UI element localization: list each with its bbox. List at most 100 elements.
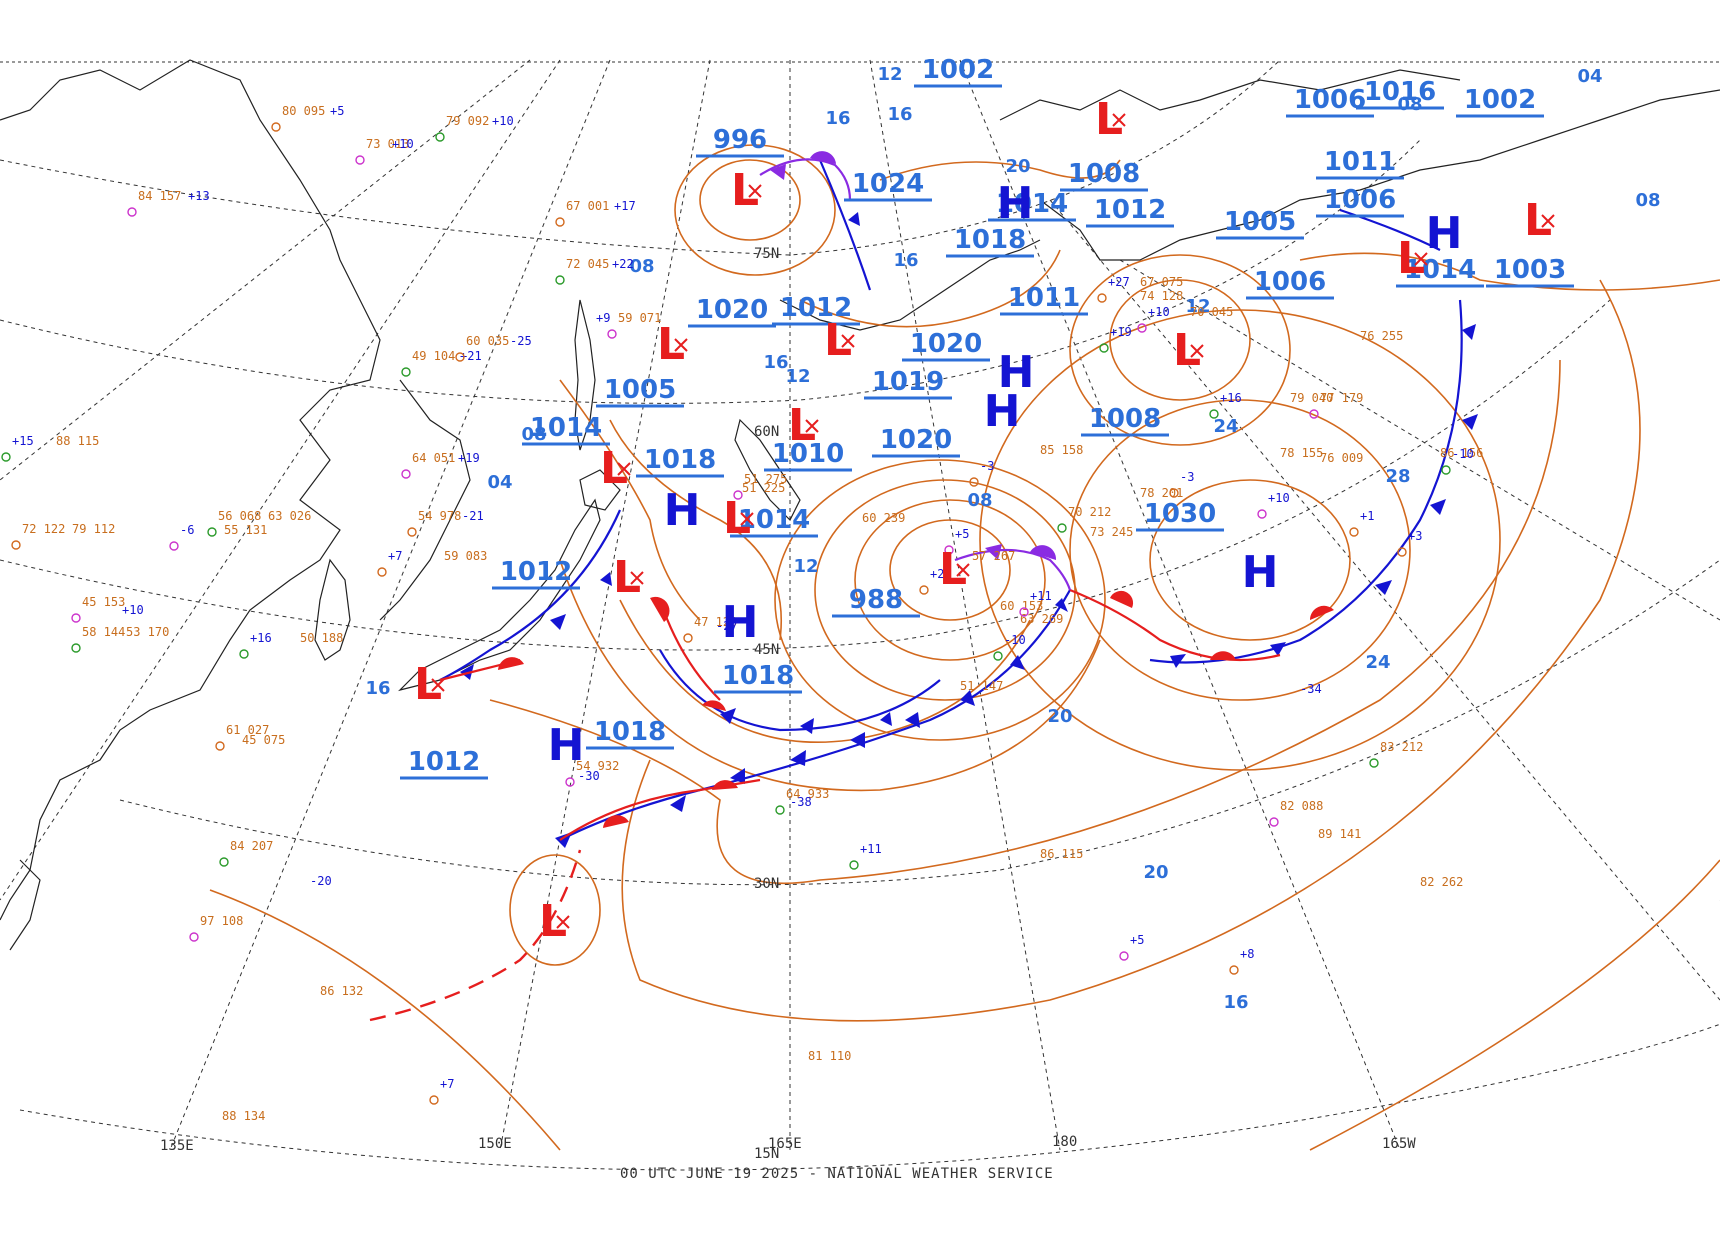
cold-barb (1055, 598, 1068, 612)
coast-korea (314, 558, 351, 661)
station-value: 72 045 (566, 257, 609, 271)
lon-line-150e (499, 59, 711, 1151)
isobar-label: 1018 (946, 225, 1034, 258)
lon-label-180: 180 (1052, 1134, 1077, 1150)
high-pressure-center: H (1242, 547, 1279, 598)
station-value: +22 (612, 257, 634, 271)
isobar-value: 1018 (594, 717, 666, 747)
coast-hokkaido (579, 469, 621, 511)
occluded-fronts (759, 158, 1072, 591)
cold-barb (1430, 499, 1446, 515)
high-pressure-center: H (1426, 208, 1463, 259)
station-circle (455, 352, 465, 362)
lon-line-135e (169, 59, 611, 1151)
station-value: 84 207 (230, 839, 273, 853)
isobar-label: 1020 (902, 329, 990, 362)
isobar-short-label: 12 (785, 366, 810, 387)
isobar-value: 1008 (1089, 404, 1161, 434)
station-circle (1097, 293, 1107, 303)
station-value: 59 071 (618, 311, 661, 325)
isobar-north-1 (799, 249, 1061, 328)
station-circle (1369, 758, 1379, 768)
warm-bump (603, 815, 629, 828)
station-value: 85 158 (1040, 443, 1083, 457)
cold-barb (800, 718, 814, 734)
station-plots: 84 207 -20 97 108 86 132 +7 88 134 +11 86 115 +5… (1, 104, 1483, 1123)
station-circle (401, 367, 411, 377)
station-circle (683, 633, 693, 643)
station-value: 54 978 (418, 509, 461, 523)
isobar-north-3 (1299, 252, 1720, 291)
station-circle (1169, 488, 1179, 498)
isobar-south-1 (489, 359, 1561, 885)
station-value: -34 (1300, 682, 1322, 696)
isobar-label: 1006 (1316, 185, 1404, 218)
cold-barb (1462, 414, 1478, 430)
station-circle (435, 132, 445, 142)
low-pressure-center: L (731, 165, 762, 216)
isobar-high-1026 (1069, 399, 1411, 701)
low-pressure-center: L (723, 493, 754, 544)
isobar-label: 1008 (1081, 404, 1169, 437)
station-value: 63 269 (1020, 612, 1063, 626)
warm-bump (1110, 590, 1134, 608)
station-circle (429, 1095, 439, 1105)
high-pressure-center: H (548, 720, 585, 771)
station-value: 86 132 (320, 984, 363, 998)
low-center-mark (431, 678, 445, 692)
isobar-south-2 (621, 279, 1641, 1022)
isobar-short-label: 12 (1185, 296, 1210, 317)
station-circle (1137, 323, 1147, 333)
station-value: 76 255 (1360, 329, 1403, 343)
isobar-label: 1012 (492, 557, 580, 590)
isobar-value: 1006 (1324, 185, 1396, 215)
station-circle (565, 777, 575, 787)
station-value: 81 110 (808, 1049, 851, 1063)
isobar-short-label: 08 (1635, 190, 1660, 211)
isobar-short-label: 16 (887, 104, 912, 125)
isobar-value: 1006 (1254, 267, 1326, 297)
lat-label-30n: 30N (754, 876, 779, 892)
isobar-value: 1012 (408, 747, 480, 777)
station-value: 78 201 (1140, 486, 1183, 500)
station-value: 79 040 (1290, 391, 1333, 405)
isobar-short-label: 16 (893, 250, 918, 271)
isobar-value: 1005 (604, 375, 676, 405)
station-value: 70 212 (1068, 505, 1111, 519)
warm-bump (712, 780, 738, 790)
isobar-label: 1016 (1356, 77, 1444, 110)
coast-asia-east (379, 379, 471, 621)
isobar-988-low (889, 519, 1011, 621)
station-circle (71, 643, 81, 653)
station-circle (207, 527, 217, 537)
station-value: 60 153 (1000, 599, 1043, 613)
isobar-label: 1003 (1486, 255, 1574, 288)
isobar-value: 1020 (880, 425, 952, 455)
isobar-label: 1005 (596, 375, 684, 408)
lat-label-75n: 75N (754, 246, 779, 262)
high-pressure-center: H (998, 347, 1035, 398)
isobar-value: 1012 (500, 557, 572, 587)
station-value: +10 (1268, 491, 1290, 505)
isobar-south-4 (1309, 859, 1720, 1151)
coast-taiwan-philippines (9, 859, 41, 951)
cold-front-west (439, 509, 622, 681)
isobar-label: 1002 (1456, 85, 1544, 118)
cold-barb (850, 732, 865, 748)
station-value: 60 035 (466, 334, 509, 348)
station-value: 45 153 (82, 595, 125, 609)
low-center-mark (841, 334, 855, 348)
cold-barb (905, 712, 920, 728)
station-value: 51 225 (742, 481, 785, 495)
station-circle (1441, 465, 1451, 475)
station-value: -38 (790, 795, 812, 809)
station-circle (733, 490, 743, 500)
station-value: 56 068 (218, 509, 261, 523)
coast-alaska-north (999, 69, 1461, 121)
lon-label-165e: 165E (768, 1136, 802, 1152)
isobar-short-label: 04 (1577, 66, 1602, 87)
station-value: 53 170 (126, 625, 169, 639)
